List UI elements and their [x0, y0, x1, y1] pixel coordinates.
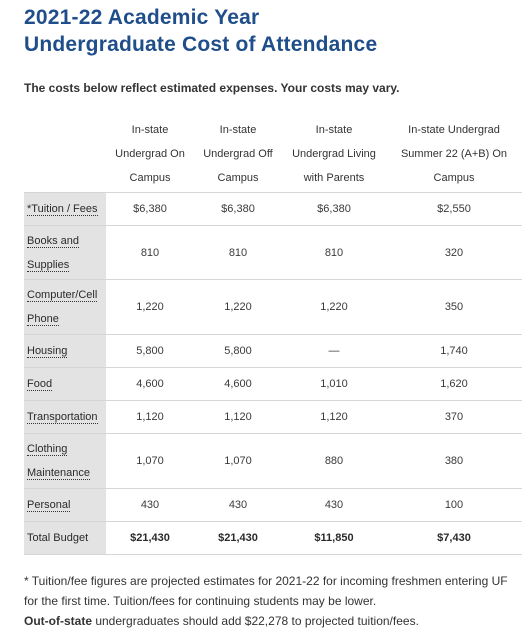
table-cell: 5,800 [194, 334, 282, 368]
page-title: 2021-22 Academic Year Undergraduate Cost… [24, 4, 377, 58]
row-label-clothing-line-2[interactable]: Maintenance [27, 467, 90, 480]
table-cell: 1,120 [282, 400, 386, 434]
table-cell-total: $21,430 [194, 521, 282, 555]
table-cell: 430 [106, 488, 194, 522]
row-label-personal-link[interactable]: Personal [27, 499, 71, 512]
column-header-line: with Parents [303, 172, 365, 184]
column-header-offcampus: In-state Undergrad Off Campus [194, 118, 282, 193]
out-of-state-text: undergraduates should add $22,278 to pro… [92, 614, 419, 628]
table-cell: 810 [282, 225, 386, 280]
table-cell: 810 [106, 225, 194, 280]
column-header-summer: In-state Undergrad Summer 22 (A+B) On Ca… [386, 118, 522, 193]
table-cell: 1,070 [106, 433, 194, 489]
table-row-transportation: Transportation 1,120 1,120 1,120 370 [24, 400, 522, 434]
table-cell: $2,550 [386, 192, 522, 226]
table-cell: 350 [386, 279, 522, 335]
table-cell: 1,120 [194, 400, 282, 434]
column-header-line: In-state Undergrad [408, 124, 500, 136]
table-row-food: Food 4,600 4,600 1,010 1,620 [24, 367, 522, 401]
footnotes: * Tuition/fee figures are projected esti… [24, 571, 519, 631]
table-row-books: Books and Supplies 810 810 810 320 [24, 225, 522, 280]
table-header-row: In-state Undergrad On Campus In-state Un… [24, 118, 522, 193]
table-row-clothing: Clothing Maintenance 1,070 1,070 880 380 [24, 433, 522, 489]
table-row-computer: Computer/Cell Phone 1,220 1,220 1,220 35… [24, 279, 522, 335]
table-cell-total: $11,850 [282, 521, 386, 555]
column-header-oncampus: In-state Undergrad On Campus [106, 118, 194, 193]
table-cell: 1,070 [194, 433, 282, 489]
table-cell: 430 [194, 488, 282, 522]
row-label-books[interactable]: Books and Supplies [24, 225, 106, 280]
row-label-housing[interactable]: Housing [24, 334, 106, 368]
table-cell: 1,220 [106, 279, 194, 335]
table-cell: $6,380 [282, 192, 386, 226]
row-label-computer[interactable]: Computer/Cell Phone [24, 279, 106, 335]
out-of-state-note: Out-of-state undergraduates should add $… [24, 611, 519, 631]
column-header-line: Campus [433, 172, 475, 184]
column-header-line: Undergrad Off [203, 148, 273, 160]
row-label-food-link[interactable]: Food [27, 378, 53, 391]
table-cell: 100 [386, 488, 522, 522]
tuition-footnote: * Tuition/fee figures are projected esti… [24, 574, 508, 608]
row-label-computer-line-2[interactable]: Phone [27, 313, 59, 326]
row-label-books-line-2[interactable]: Supplies [27, 258, 70, 272]
row-label-transportation-link[interactable]: Transportation [27, 411, 98, 424]
row-label-tuition[interactable]: *Tuition / Fees [24, 192, 106, 226]
table-cell: 1,740 [386, 334, 522, 368]
row-label-computer-line-1[interactable]: Computer/Cell [27, 289, 98, 302]
table-cell: 1,010 [282, 367, 386, 401]
row-label-food[interactable]: Food [24, 367, 106, 401]
table-cell: 810 [194, 225, 282, 280]
column-header-line: In-state [315, 124, 353, 136]
table-cell: $6,380 [106, 192, 194, 226]
row-label-clothing-line-1[interactable]: Clothing [27, 443, 68, 456]
table-cell: 1,120 [106, 400, 194, 434]
table-cell: 880 [282, 433, 386, 489]
cost-of-attendance-table: In-state Undergrad On Campus In-state Un… [24, 118, 522, 555]
row-label-personal[interactable]: Personal [24, 488, 106, 522]
column-header-line: Campus [217, 172, 259, 184]
table-cell: 320 [386, 225, 522, 280]
table-row-tuition: *Tuition / Fees $6,380 $6,380 $6,380 $2,… [24, 192, 522, 226]
table-cell: 370 [386, 400, 522, 434]
table-row-personal: Personal 430 430 430 100 [24, 488, 522, 522]
table-cell: 1,220 [282, 279, 386, 335]
row-label-books-line-1[interactable]: Books and [27, 234, 79, 248]
table-cell: 1,220 [194, 279, 282, 335]
column-header-line: Campus [129, 172, 171, 184]
table-row-total: Total Budget $21,430 $21,430 $11,850 $7,… [24, 521, 522, 555]
table-cell-total: $21,430 [106, 521, 194, 555]
row-label-total: Total Budget [24, 521, 106, 555]
column-header-with-parents: In-state Undergrad Living with Parents [282, 118, 386, 193]
row-label-clothing[interactable]: Clothing Maintenance [24, 433, 106, 489]
table-cell: 4,600 [106, 367, 194, 401]
column-header-line: In-state [219, 124, 257, 136]
column-header-line: Undergrad Living [292, 148, 376, 160]
page-title-line-1: 2021-22 Academic Year [24, 6, 260, 29]
row-label-housing-link[interactable]: Housing [27, 345, 68, 358]
table-cell-total: $7,430 [386, 521, 522, 555]
column-header-line: In-state [131, 124, 169, 136]
column-header-line: Summer 22 (A+B) On [400, 148, 508, 160]
row-label-transportation[interactable]: Transportation [24, 400, 106, 434]
out-of-state-label: Out-of-state [24, 614, 92, 628]
table-header-corner [24, 118, 106, 193]
page-title-line-2: Undergraduate Cost of Attendance [24, 33, 378, 56]
table-cell: 1,620 [386, 367, 522, 401]
table-cell: $6,380 [194, 192, 282, 226]
column-header-line: Undergrad On [115, 148, 185, 160]
table-cell: 5,800 [106, 334, 194, 368]
row-label-tuition-link[interactable]: *Tuition / Fees [27, 203, 98, 216]
table-cell: 4,600 [194, 367, 282, 401]
page-subtitle: The costs below reflect estimated expens… [24, 81, 400, 95]
table-cell: 430 [282, 488, 386, 522]
table-cell: 380 [386, 433, 522, 489]
table-cell: — [282, 334, 386, 368]
table-row-housing: Housing 5,800 5,800 — 1,740 [24, 334, 522, 368]
